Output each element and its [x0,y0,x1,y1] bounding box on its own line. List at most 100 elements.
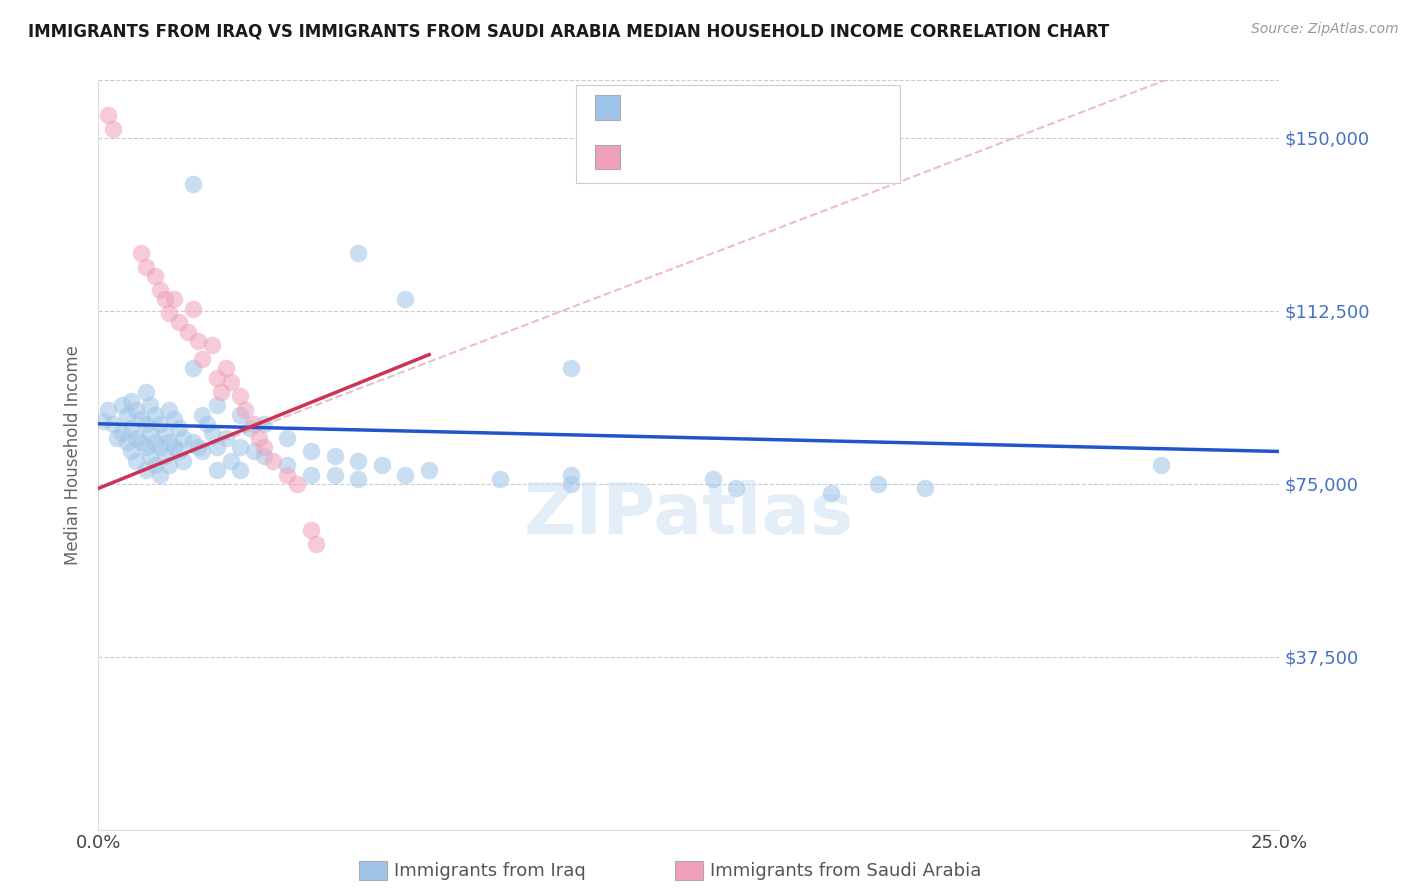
Point [181,301,204,316]
Point [229,408,252,422]
Point [195,417,218,431]
Point [91,415,114,429]
Point [205,463,228,477]
Point [702,472,724,486]
Point [219,376,242,390]
Point [143,408,166,422]
Text: Immigrants from Saudi Arabia: Immigrants from Saudi Arabia [710,862,981,880]
Point [205,440,228,454]
Point [163,293,186,307]
Point [560,467,582,482]
Point [139,398,162,412]
Point [163,412,186,426]
Point [129,246,152,260]
Point [135,417,157,431]
Text: R =  0.165   N = 29: R = 0.165 N = 29 [628,148,835,166]
Point [914,481,936,495]
Point [262,453,284,467]
Point [101,121,124,136]
Point [115,435,138,450]
Point [489,472,512,486]
Point [149,467,172,482]
Point [129,435,152,450]
Point [191,352,214,367]
Point [394,467,416,482]
Point [157,458,180,473]
Point [157,306,180,320]
Point [149,283,172,297]
Point [191,444,214,458]
Point [394,293,416,307]
Point [121,393,143,408]
Text: ZIPatlas: ZIPatlas [524,481,853,549]
Point [201,425,224,440]
Point [305,537,328,551]
Point [143,269,166,284]
Point [323,449,346,463]
Point [143,458,166,473]
Point [347,453,370,467]
Point [157,403,180,417]
Point [149,440,172,454]
Point [135,384,157,399]
Point [276,431,298,445]
Point [97,108,120,122]
Point [111,425,134,440]
Text: Source: ZipAtlas.com: Source: ZipAtlas.com [1251,22,1399,37]
Point [177,325,200,339]
Point [181,435,204,450]
Point [209,384,232,399]
Point [276,467,298,482]
Point [299,523,322,537]
Point [125,403,148,417]
Point [219,453,242,467]
Point [129,412,152,426]
Point [153,293,176,307]
Point [125,453,148,467]
Point [371,458,394,473]
Point [276,458,298,473]
Point [167,315,190,329]
Point [247,431,270,445]
Point [201,338,224,352]
Point [243,444,266,458]
Point [111,398,134,412]
Point [866,476,889,491]
Point [253,440,276,454]
Point [253,417,276,431]
Point [163,440,186,454]
Point [121,421,143,435]
Point [1150,458,1173,473]
Point [97,403,120,417]
Point [135,260,157,274]
Point [299,467,322,482]
Point [215,431,238,445]
Point [157,435,180,450]
Point [172,453,194,467]
Text: IMMIGRANTS FROM IRAQ VS IMMIGRANTS FROM SAUDI ARABIA MEDIAN HOUSEHOLD INCOME COR: IMMIGRANTS FROM IRAQ VS IMMIGRANTS FROM … [28,22,1109,40]
Point [299,444,322,458]
Point [243,417,266,431]
Point [135,440,157,454]
Point [139,449,162,463]
Point [323,467,346,482]
Point [229,440,252,454]
Point [167,444,190,458]
Point [233,403,256,417]
Text: R = -0.043   N = 84: R = -0.043 N = 84 [628,102,835,120]
Point [187,440,209,454]
Point [149,417,172,431]
Point [418,463,440,477]
Point [135,463,157,477]
Y-axis label: Median Household Income: Median Household Income [65,345,83,565]
Point [725,481,748,495]
Point [560,476,582,491]
Point [347,472,370,486]
Point [105,431,128,445]
Point [172,431,194,445]
Point [205,370,228,384]
Point [121,444,143,458]
Point [139,425,162,440]
Point [239,421,262,435]
Point [115,408,138,422]
